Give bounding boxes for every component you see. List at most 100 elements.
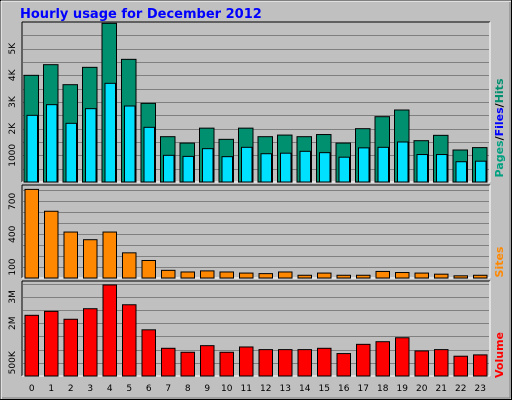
bar-volume <box>317 347 332 377</box>
bar-files <box>46 104 58 183</box>
bar-files <box>299 150 311 183</box>
bar-sites <box>102 231 117 279</box>
bar-volume <box>434 349 449 377</box>
y-tick-label: 700 <box>8 193 18 210</box>
bar-sites <box>200 270 215 279</box>
bar-sites <box>297 274 312 279</box>
bar-sites <box>434 273 449 279</box>
panel-bottom <box>22 281 490 376</box>
bar-files <box>143 126 155 183</box>
bar-files <box>202 148 214 183</box>
right-label-part: / <box>493 135 506 140</box>
x-tick-label: 21 <box>436 384 447 394</box>
right-label-part: / <box>493 102 506 107</box>
bar-volume <box>44 310 59 377</box>
right-label-sites: Sites <box>493 246 506 277</box>
bar-sites <box>414 272 429 279</box>
bar-sites <box>161 269 176 279</box>
bar-files <box>65 122 77 183</box>
right-label-volume: Volume <box>493 332 506 378</box>
x-tick-label: 20 <box>416 384 428 394</box>
bar-files <box>338 156 350 183</box>
x-tick-label: 3 <box>87 384 93 394</box>
y-tick-label: 4K <box>8 68 18 81</box>
bar-files <box>455 161 467 183</box>
bar-volume <box>414 350 429 377</box>
bar-sites <box>239 272 254 279</box>
chart-title: Hourly usage for December 2012 <box>20 7 262 22</box>
x-tick-label: 15 <box>319 384 330 394</box>
right-label-pages-files-hits: Pages/Files/Hits <box>493 78 506 177</box>
bar-files <box>182 155 194 183</box>
bar-volume <box>219 351 234 377</box>
x-tick-label: 5 <box>126 384 132 394</box>
bar-volume <box>336 353 351 377</box>
y-tick-label: 3K <box>8 95 18 108</box>
bar-files <box>241 146 253 183</box>
x-tick-label: 4 <box>107 384 113 394</box>
bar-files <box>475 160 487 183</box>
x-tick-label: 8 <box>185 384 191 394</box>
bar-volume <box>258 349 273 377</box>
bar-sites <box>258 273 273 279</box>
x-tick-label: 17 <box>358 384 369 394</box>
bar-sites <box>453 275 468 279</box>
y-tick-label: 3M <box>8 290 18 304</box>
x-tick-label: 16 <box>338 384 350 394</box>
y-tick-label: 5K <box>8 42 18 55</box>
bar-sites <box>180 271 195 279</box>
bar-volume <box>102 284 117 377</box>
bar-sites <box>278 271 293 279</box>
x-tick-label: 9 <box>204 384 210 394</box>
x-tick-label: 19 <box>397 384 409 394</box>
bar-volume <box>453 355 468 377</box>
bar-sites <box>141 259 156 279</box>
x-tick-label: 6 <box>146 384 152 394</box>
bar-sites <box>219 271 234 279</box>
bar-volume <box>473 354 488 377</box>
bar-files <box>124 105 136 183</box>
bar-sites <box>317 272 332 279</box>
bar-files <box>280 152 292 183</box>
bar-sites <box>44 210 59 279</box>
x-tick-label: 18 <box>377 384 389 394</box>
bar-volume <box>122 304 137 377</box>
bar-volume <box>83 308 98 377</box>
bar-volume <box>141 329 156 377</box>
bar-volume <box>24 314 39 377</box>
y-tick-label: 2M <box>8 316 18 330</box>
bar-files <box>377 146 389 183</box>
panel-middle <box>22 185 490 278</box>
bar-sites <box>395 272 410 279</box>
x-tick-label: 22 <box>455 384 466 394</box>
bar-files <box>436 154 448 183</box>
bar-files <box>85 108 97 183</box>
bar-sites <box>375 270 390 279</box>
bar-files <box>416 154 428 183</box>
bar-volume <box>297 349 312 377</box>
bar-sites <box>24 188 39 279</box>
bar-sites <box>473 274 488 279</box>
bar-sites <box>356 274 371 279</box>
x-tick-label: 7 <box>165 384 171 394</box>
bar-sites <box>83 239 98 279</box>
right-label-part: Files <box>493 107 506 137</box>
bar-files <box>26 114 38 183</box>
bar-volume <box>200 345 215 377</box>
bar-sites <box>122 252 137 279</box>
bar-volume <box>278 349 293 377</box>
x-tick-label: 2 <box>68 384 74 394</box>
x-tick-label: 13 <box>280 384 291 394</box>
x-tick-label: 11 <box>241 384 252 394</box>
bar-files <box>397 141 409 183</box>
x-tick-label: 0 <box>29 384 35 394</box>
bar-sites <box>336 274 351 279</box>
right-label-part: Pages <box>493 140 506 178</box>
bar-files <box>260 153 272 183</box>
y-tick-label: 100 <box>8 258 18 275</box>
y-tick-label: 2K <box>8 122 18 135</box>
bar-files <box>221 156 233 183</box>
x-tick-label: 23 <box>475 384 486 394</box>
